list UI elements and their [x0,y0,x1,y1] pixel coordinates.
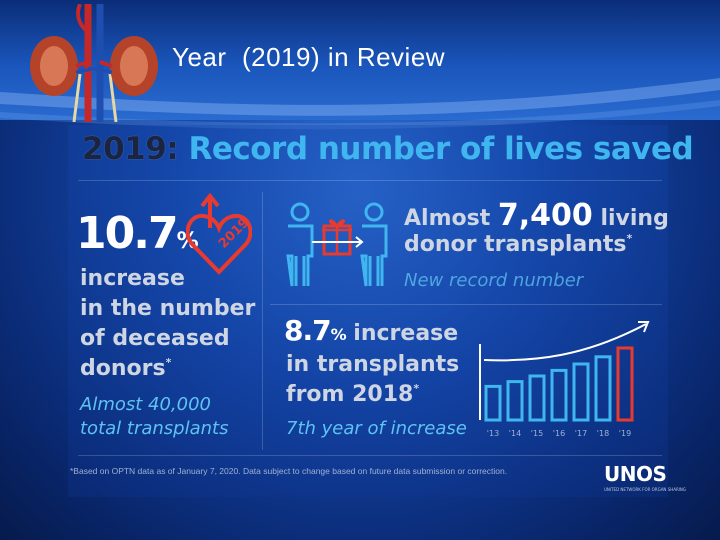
divider-middle [270,304,662,305]
deceased-line2: in the number [80,296,256,321]
bar-'14 [506,380,524,422]
living-prefix: Almost [404,206,498,231]
bar-'17 [572,362,590,422]
increase-line2: in transplants [286,352,460,377]
footnote: *Based on OPTN data as of January 7, 202… [70,466,508,476]
bar-label: '15 [531,429,543,438]
bar-label: '19 [619,429,631,438]
increase-line3: from 2018 [286,382,414,407]
increase-percent-sign: % [330,325,347,344]
living-line2: donor transplants [404,232,627,257]
living-number: 7,400 [497,198,593,233]
bar-label: '17 [575,429,587,438]
unos-logo: UNOS [604,462,667,486]
increase-suffix: increase [345,321,459,346]
bar-label: '18 [597,429,609,438]
divider-vertical [262,192,263,450]
increase-asterisk: * [413,382,420,395]
deceased-number: 10.7 [76,208,179,259]
unos-tagline: UNITED NETWORK FOR ORGAN SHARING [604,487,687,492]
bar-label: '14 [509,429,521,438]
headline: 2019: Record number of lives saved [82,131,694,167]
bar-'16 [550,368,568,422]
deceased-note1: Almost 40,000 [80,394,212,415]
bar-'13 [484,384,502,422]
living-line1: Almost 7,400 living [404,198,669,233]
divider-bottom [78,455,662,456]
deceased-line3: of deceased [80,326,230,351]
deceased-line4-wrap: donors* [80,356,171,381]
divider-top [78,180,662,181]
increase-line1: 8.7% increase [284,314,458,347]
headline-text: Record number of lives saved [188,131,694,167]
living-asterisk: * [626,232,633,245]
bar-group: '13 '14 '15 '16 '17 '18 '19 [484,346,634,438]
swoosh-decoration [0,78,720,130]
bar-'15 [528,374,546,422]
bar-label: '16 [553,429,565,438]
slide-title: Year (2019) in Review [172,42,446,72]
increase-note: 7th year of increase [286,418,467,439]
deceased-asterisk: * [165,356,172,369]
infographic-panel [68,125,668,497]
kidney-illustration-icon [30,4,158,122]
increase-number: 8.7 [284,314,332,347]
bar-'19 [616,346,634,422]
bar-'18 [594,355,612,422]
deceased-line4: donors [80,356,166,381]
gift-exchange-icon [286,202,388,287]
headline-year: 2019: [82,131,179,167]
living-suffix: living [592,206,669,231]
deceased-percent: 10.7% [76,208,199,259]
transplant-bars: '13 '14 '15 '16 '17 '18 '19 [479,321,650,438]
bar-label: '13 [487,429,499,438]
heart-arrow-icon [186,192,252,275]
living-note: New record number [404,270,584,291]
deceased-line1: increase [80,266,185,291]
deceased-note2: total transplants [80,418,229,439]
increase-line3-wrap: from 2018* [286,382,419,407]
living-line2-wrap: donor transplants* [404,232,632,257]
